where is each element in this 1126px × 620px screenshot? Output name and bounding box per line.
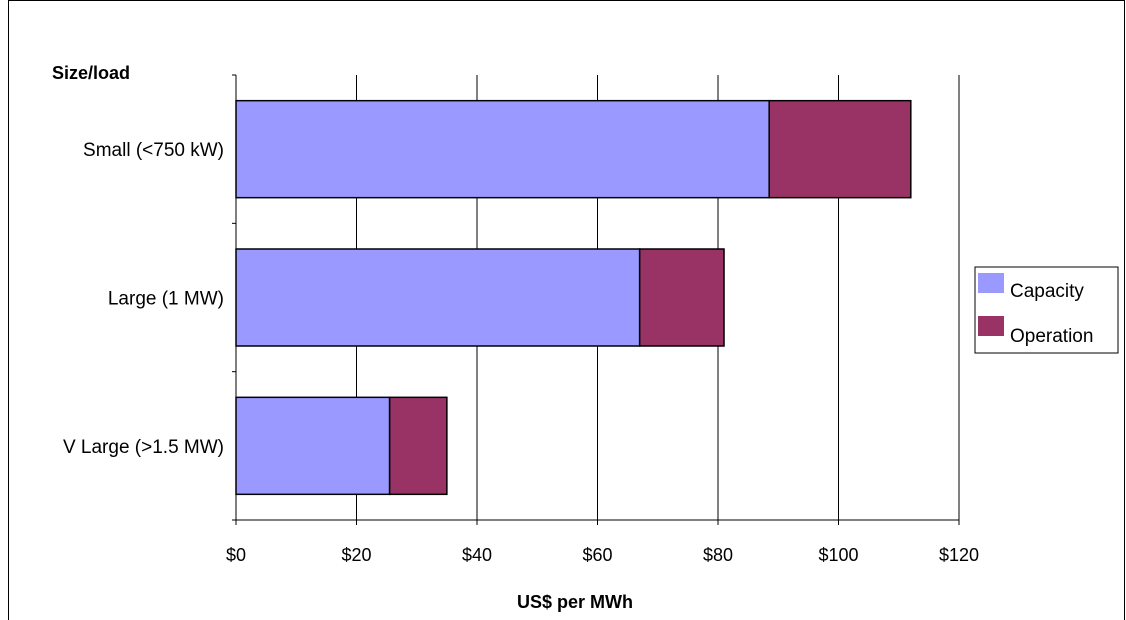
x-tick-label: $80 — [703, 545, 733, 565]
bar-capacity-0 — [235, 99, 770, 199]
legend-label-capacity: Capacity — [1010, 281, 1084, 302]
bar-capacity-2 — [235, 396, 391, 496]
x-axis-title: US$ per MWh — [517, 592, 633, 612]
x-tick-label: $40 — [462, 545, 492, 565]
legend-label-operation: Operation — [1010, 326, 1093, 347]
chart-frame — [8, 0, 1125, 620]
legend: Capacity Operation — [974, 266, 1119, 354]
axes — [232, 74, 960, 525]
x-tick-label: $100 — [818, 545, 858, 565]
bar-operation-1 — [638, 248, 725, 347]
legend-swatch-capacity — [978, 273, 1004, 293]
legend-swatch-operation — [978, 316, 1004, 336]
category-label: Large (1 MW) — [108, 289, 224, 310]
x-tick-label: $60 — [582, 545, 612, 565]
x-tick-label: $120 — [939, 545, 979, 565]
y-axis-title: Size/load — [52, 63, 130, 83]
bar-operation-2 — [388, 396, 448, 496]
x-tick-labels: $0 $20 $40 $60 $80 $100 $120 — [226, 545, 979, 565]
category-labels: Small (<750 kW) Large (1 MW) V Large (>1.5… — [63, 140, 224, 458]
x-tick-label: $20 — [341, 545, 371, 565]
category-label: Small (<750 kW) — [83, 140, 224, 161]
bars — [235, 99, 912, 496]
x-tick-label: $0 — [226, 545, 246, 565]
bar-capacity-1 — [235, 248, 641, 347]
bar-operation-0 — [768, 99, 912, 199]
category-label: V Large (>1.5 MW) — [63, 437, 224, 458]
